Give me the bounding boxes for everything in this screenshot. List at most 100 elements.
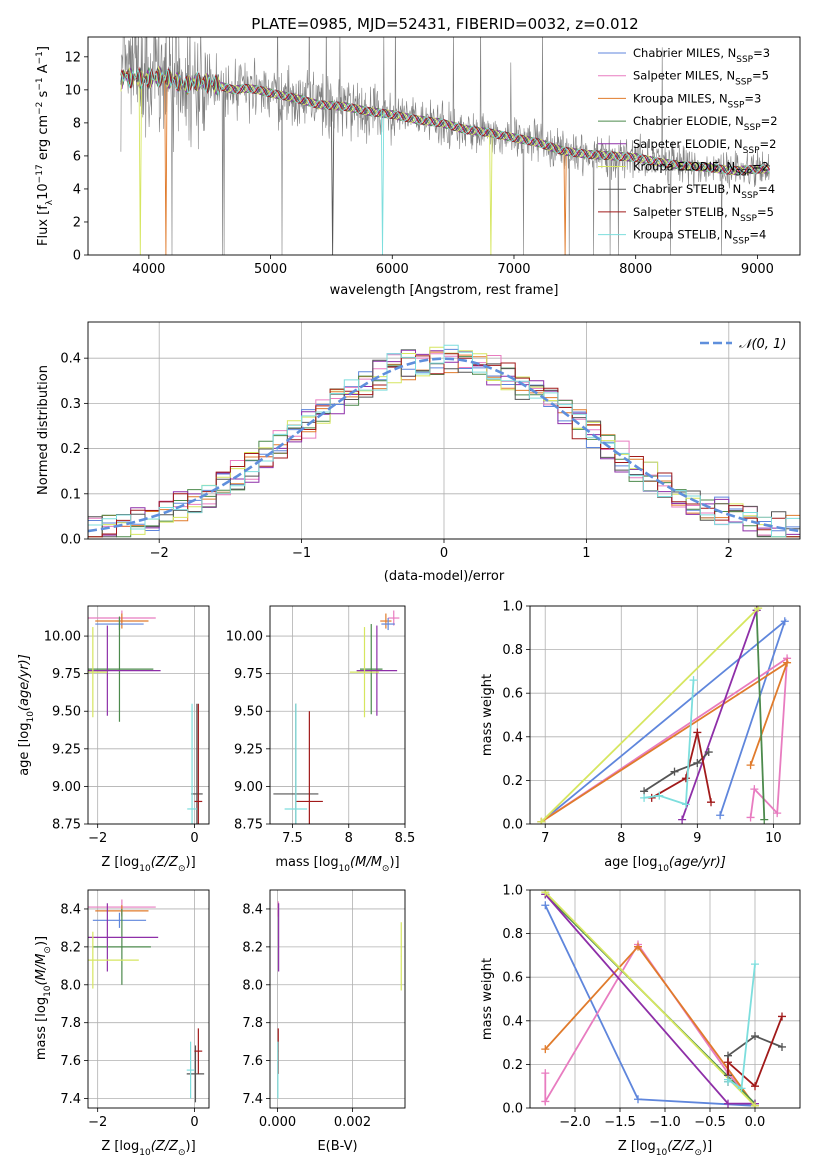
- x-axis-label: Z [log10(Z/Z⊙)]: [101, 1139, 195, 1158]
- y-tick-label: 0.2: [60, 442, 81, 457]
- y-tick-label: 0.0: [502, 1102, 523, 1117]
- plot-area: [541, 890, 786, 1108]
- x-tick-label: 9: [693, 831, 701, 846]
- x-tick-label: 0.002: [334, 1115, 371, 1130]
- data-point-marker: [707, 798, 716, 807]
- y-tick-label: 7.4: [242, 1092, 263, 1107]
- axes-frame: [529, 605, 801, 825]
- y-tick-label: 0.4: [60, 352, 81, 367]
- plot-area: [277, 901, 402, 1099]
- plot-area: [120, 37, 770, 255]
- axes-frame: [87, 889, 210, 1109]
- y-tick-label: 0.4: [502, 1014, 523, 1029]
- y-tick-label: 8.2: [242, 940, 263, 955]
- y-tick-label: 6: [73, 149, 81, 164]
- y-tick-label: 9.75: [234, 667, 263, 682]
- x-tick-label: 7: [541, 831, 549, 846]
- legend-label: Kroupa STELIB, NSSP=4: [633, 228, 766, 247]
- data-point-marker: [704, 748, 713, 757]
- y-axis-label: mass weight: [480, 958, 495, 1040]
- data-point-marker: [778, 1012, 786, 1021]
- y-tick-label: 8.4: [242, 902, 263, 917]
- x-axis-label: mass [log10(M/M⊙)]: [275, 855, 399, 874]
- data-point-marker: [750, 785, 759, 794]
- axes-frame: [529, 889, 801, 1109]
- panel-massweight-vs-age: 7 8 9 10 0.0 0.2 0.4 0.6 0.8 1.0 age [log10(age/yr…: [480, 600, 801, 874]
- panel-age-vs-Z: −2 0 8.75 9.00 9.25 9.50 9.75 10.00 Z [log10(Z/Z…: [17, 605, 210, 874]
- data-point-marker: [780, 617, 789, 626]
- x-axis-label: Z [log10(Z/Z⊙)]: [101, 855, 195, 874]
- axes-frame: [87, 36, 801, 256]
- legend-label: Kroupa MILES, NSSP=3: [633, 91, 761, 110]
- y-tick-label: 4: [73, 182, 81, 197]
- panel-spectrum: 4000 5000 6000 7000 8000 9000 0 2 4 6 8 10 12 Chabrie…: [35, 36, 801, 298]
- y-axis-label: mass [log10(M/M⊙)]: [34, 936, 53, 1060]
- legend-label: Salpeter MILES, NSSP=5: [633, 69, 769, 88]
- axes-frame: [269, 889, 406, 1109]
- legend-label: Salpeter ELODIE, NSSP=2: [633, 137, 776, 156]
- series-line-kroupa-stelib: [727, 964, 756, 1090]
- histogram-steps-kroupa-elodie: [88, 346, 800, 538]
- x-tick-label: −2: [88, 1115, 107, 1130]
- plot-area: [88, 899, 205, 1103]
- data-point-marker: [681, 800, 690, 809]
- y-tick-label: 0.8: [502, 927, 523, 942]
- y-tick-label: 10.00: [226, 630, 263, 645]
- plot-area: [273, 610, 400, 824]
- y-tick-label: 8.4: [60, 902, 81, 917]
- data-point-marker: [634, 1095, 642, 1104]
- y-tick-label: 8.75: [52, 818, 81, 833]
- data-point-marker: [670, 767, 679, 776]
- legend-label: Salpeter STELIB, NSSP=5: [633, 205, 774, 224]
- x-tick-label: 0.000: [259, 1115, 296, 1130]
- y-tick-label: 9.50: [234, 705, 263, 720]
- figure-title: PLATE=0985, MJD=52431, FIBERID=0032, z=0…: [251, 15, 638, 33]
- y-axis-label: age [log10(age/yr)]: [17, 654, 36, 776]
- x-tick-label: 0.0: [745, 1115, 766, 1130]
- x-axis-label: (data-model)/error: [384, 569, 505, 584]
- data-point-marker: [737, 1084, 746, 1093]
- data-point-marker: [724, 1058, 732, 1067]
- panel-mass-vs-Z: −2 0 7.4 7.6 7.8 8.0 8.2 8.4 Z [log10(Z/Z⊙)] mass…: [34, 889, 210, 1158]
- x-tick-label: −0.5: [694, 1115, 726, 1130]
- y-tick-label: 9.00: [52, 780, 81, 795]
- legend-label: 𝒩(0, 1): [739, 337, 786, 352]
- data-point-marker: [751, 960, 759, 969]
- legend-label: Chabrier ELODIE, NSSP=2: [633, 114, 778, 133]
- plot-area: [537, 606, 792, 824]
- data-point-marker: [541, 1097, 550, 1106]
- y-tick-label: 9.50: [52, 705, 81, 720]
- model-line-kroupa-stelib: [120, 66, 770, 255]
- data-point-marker: [634, 942, 642, 951]
- y-tick-label: 7.8: [60, 1016, 81, 1031]
- plot-area: [88, 610, 203, 824]
- y-tick-label: 0.0: [502, 818, 523, 833]
- data-point-marker: [754, 606, 763, 613]
- y-tick-label: 8.75: [234, 818, 263, 833]
- data-point-marker: [773, 809, 782, 818]
- x-tick-label: 0: [190, 831, 198, 846]
- data-point-marker: [689, 676, 698, 685]
- y-tick-label: 8.0: [242, 978, 263, 993]
- y-tick-label: 9.00: [234, 780, 263, 795]
- series-line-kroupa-elodie: [544, 891, 756, 1107]
- model-line-salpeter-elodie: [120, 65, 770, 176]
- data-point-marker: [751, 1101, 759, 1108]
- axes-frame: [87, 605, 210, 825]
- y-tick-label: 7.6: [60, 1054, 81, 1069]
- panel-residuals: −2 −1 0 1 2 0.0 0.1 0.2 0.3 0.4 𝒩(0, 1) (data-model…: [36, 321, 801, 584]
- y-tick-label: 9.25: [52, 742, 81, 757]
- data-point-marker: [541, 901, 550, 910]
- y-tick-label: 9.25: [234, 742, 263, 757]
- y-tick-label: 0.6: [502, 971, 523, 986]
- x-tick-label: 0: [440, 546, 448, 561]
- x-tick-label: 8.5: [395, 831, 416, 846]
- y-tick-label: 7.4: [60, 1092, 81, 1107]
- x-tick-label: 8: [345, 831, 353, 846]
- x-tick-label: −1.5: [604, 1115, 636, 1130]
- x-tick-label: 1: [582, 546, 590, 561]
- axes-frame: [87, 321, 801, 540]
- legend-label: Chabrier STELIB, NSSP=4: [633, 182, 775, 201]
- series-line-salpeter-stelib: [727, 1016, 783, 1088]
